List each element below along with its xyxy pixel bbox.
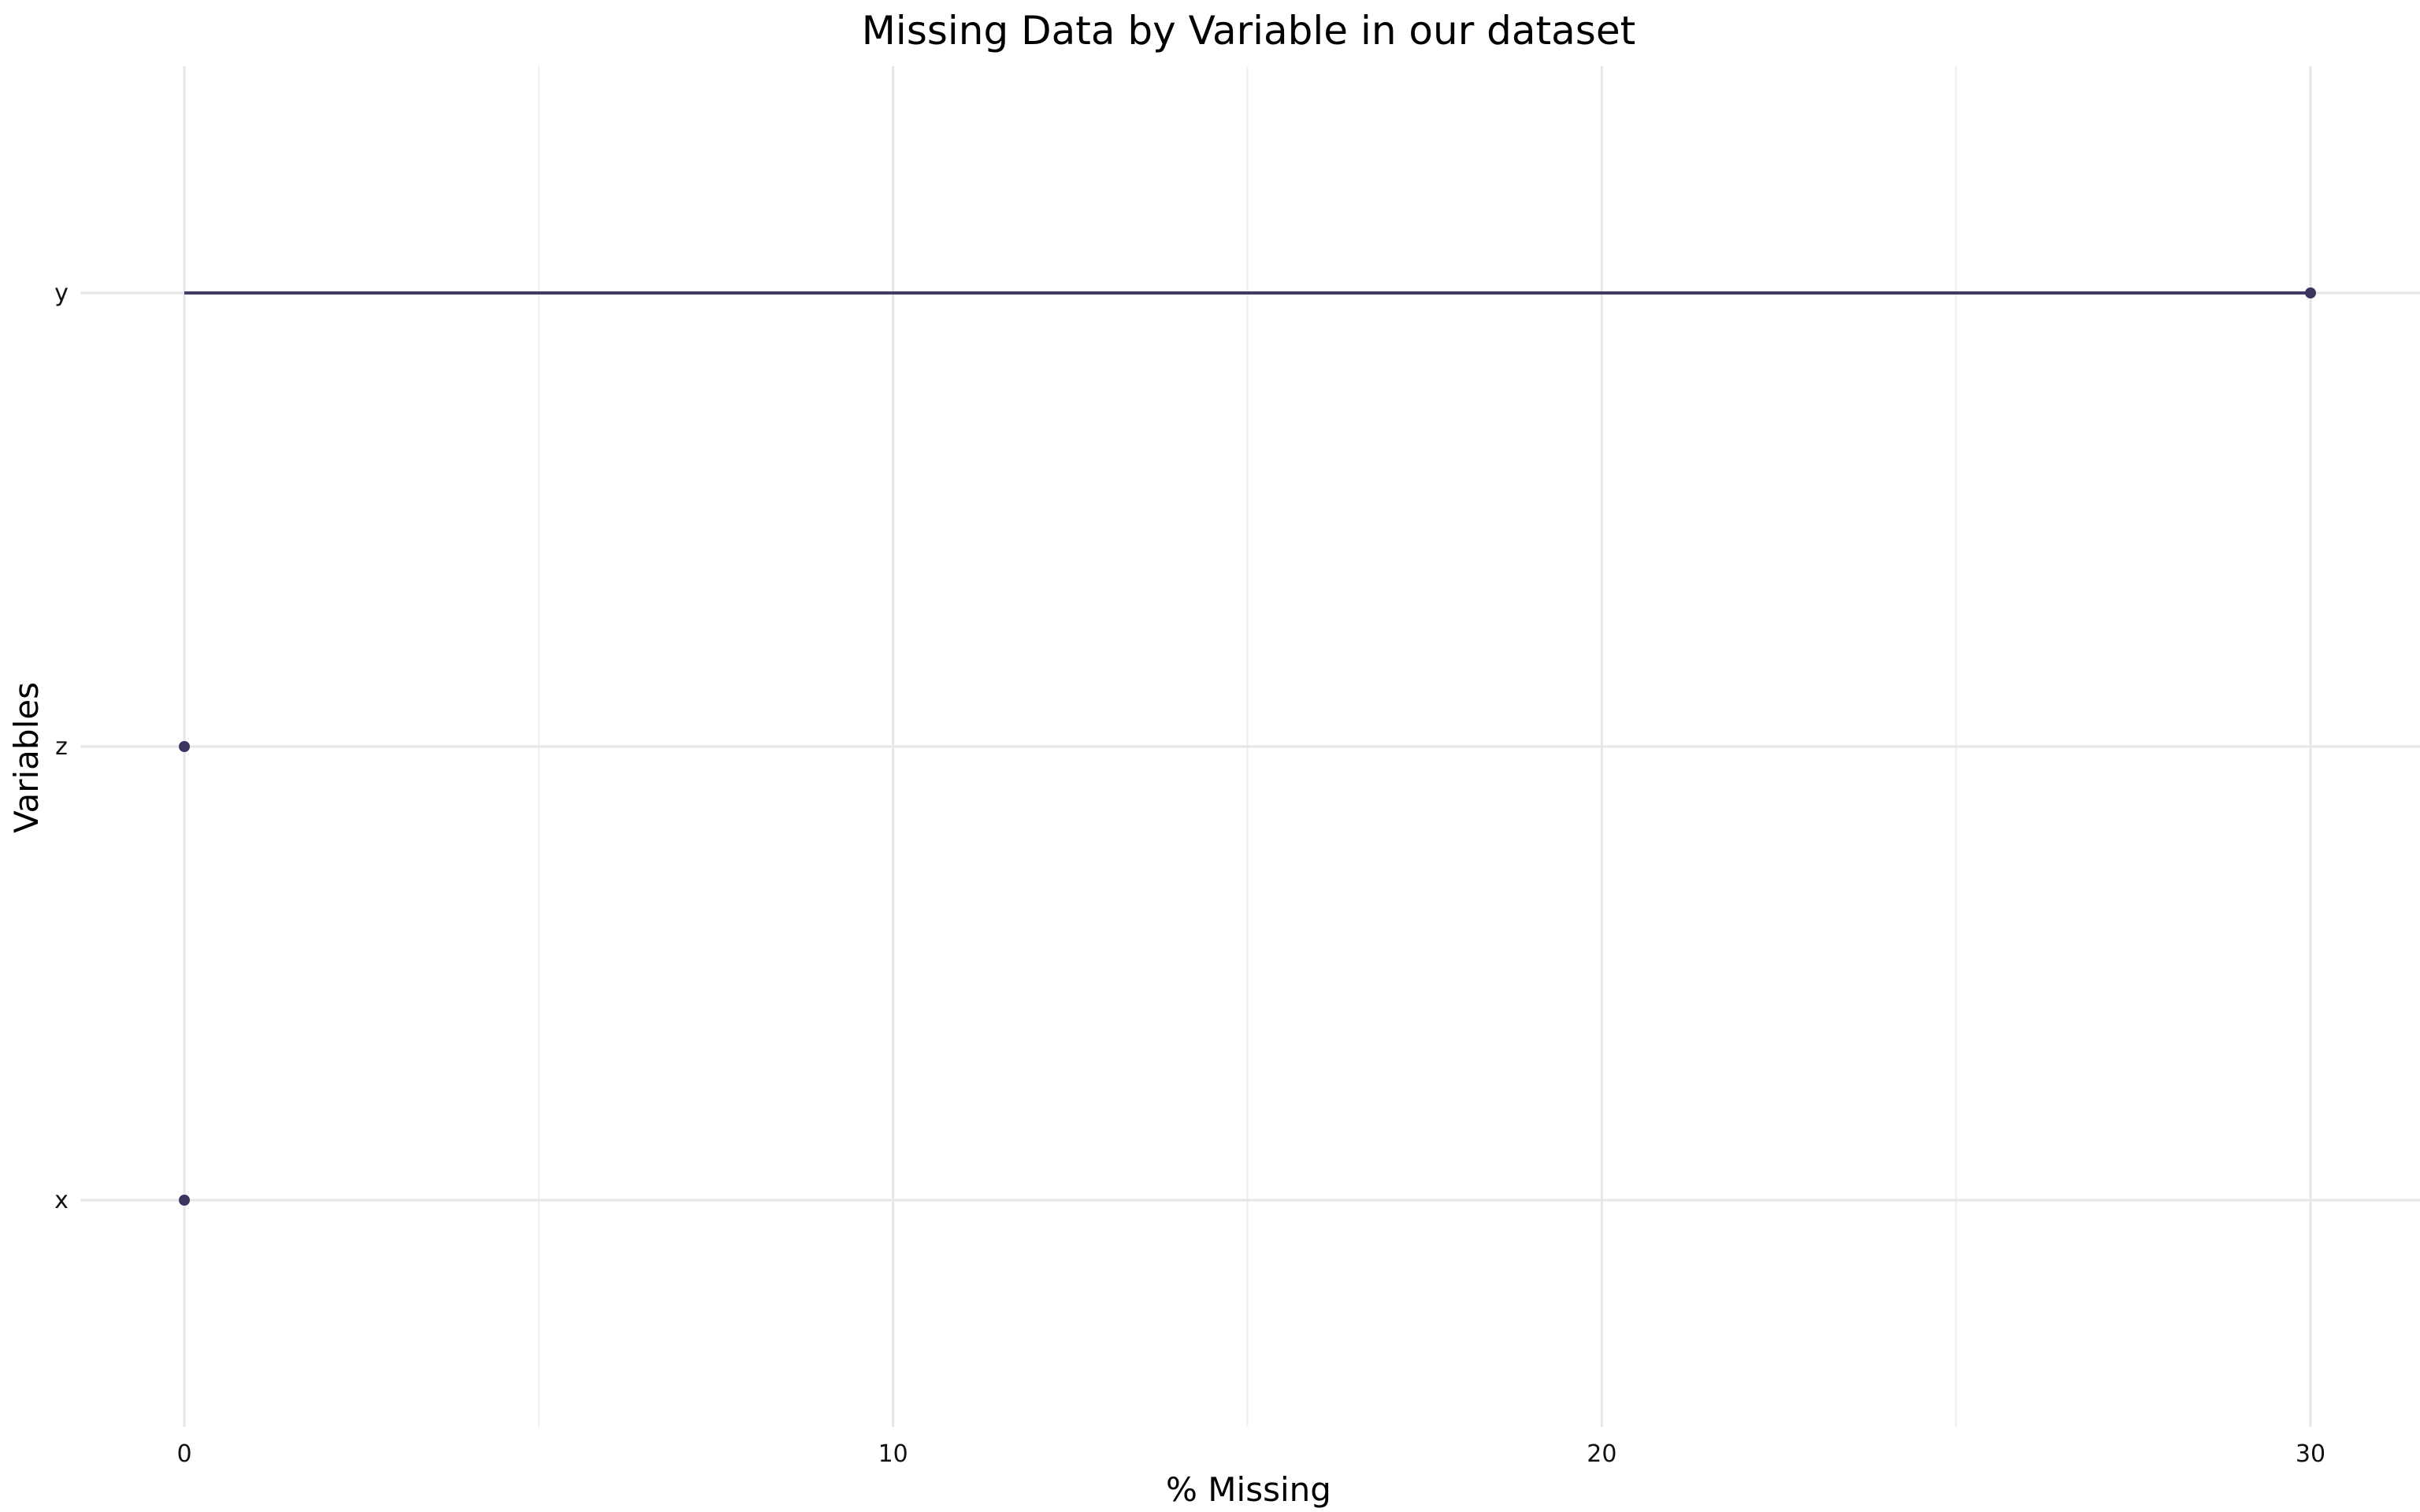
- x-tick-label: 30: [2296, 1440, 2325, 1468]
- lollipop-point-y: [2305, 287, 2316, 298]
- x-tick-label: 0: [176, 1440, 191, 1468]
- chart-title: Missing Data by Variable in our dataset: [862, 8, 1635, 54]
- y-axis-ticks: x z y: [54, 280, 69, 1214]
- x-axis-ticks: 0 10 20 30: [176, 1440, 2325, 1468]
- x-tick-label: 10: [878, 1440, 908, 1468]
- lollipop-point-x: [179, 1195, 190, 1206]
- y-tick-label-y: y: [54, 280, 69, 307]
- x-tick-label: 20: [1587, 1440, 1616, 1468]
- marks-layer: [179, 287, 2316, 1206]
- lollipop-point-z: [179, 741, 190, 752]
- y-tick-label-z: z: [55, 733, 68, 761]
- y-axis-label: Variables: [7, 682, 46, 833]
- x-axis-label: % Missing: [1166, 1470, 1331, 1509]
- y-tick-label-x: x: [54, 1187, 69, 1214]
